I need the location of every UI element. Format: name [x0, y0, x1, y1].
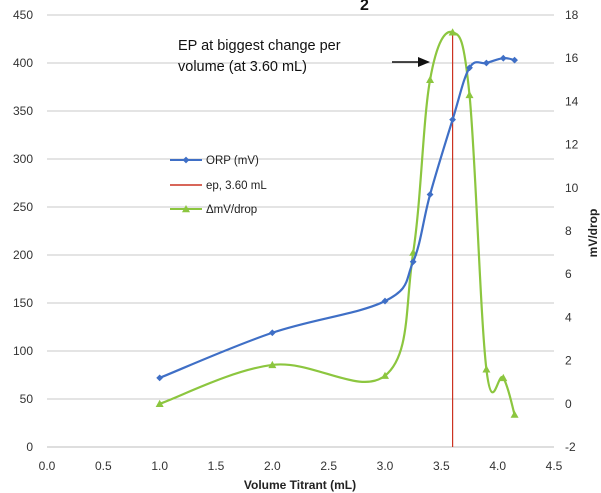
- orp-series-point: [483, 59, 490, 67]
- x-tick-label: 0.5: [95, 459, 112, 473]
- right-y-tick-label: 18: [565, 8, 579, 22]
- gridlines: [47, 14, 554, 400]
- left-y-tick-label: 100: [13, 344, 33, 358]
- right-y-tick-label: 8: [565, 224, 572, 238]
- delta-mv-series-point: [268, 360, 277, 369]
- delta-mv-series-point: [381, 371, 389, 379]
- x-tick-label: 1.0: [151, 459, 168, 473]
- legend-label: ep, 3.60 mL: [206, 180, 267, 192]
- legend-label: ORP (mV): [206, 155, 259, 167]
- x-tick-label: 1.5: [208, 459, 225, 473]
- left-y-axis-ticks: 0 50 100 150 200 250 300 350 400 450: [13, 8, 33, 454]
- right-y-tick-label: 4: [565, 310, 572, 324]
- left-y-tick-label: 50: [20, 392, 34, 406]
- orp-series-point: [449, 116, 456, 124]
- ep-annotation-line-2: volume (at 3.60 mL): [178, 59, 307, 75]
- legend-swatch-marker: [182, 205, 190, 213]
- delta-mv-series-point: [426, 75, 435, 83]
- ep-annotation: EP at biggest change per volume (at 3.60…: [178, 38, 430, 75]
- x-tick-label: 2.0: [264, 459, 281, 473]
- delta-mv-series-line: [159, 30, 516, 415]
- right-y-tick-label: 0: [565, 397, 572, 411]
- x-tick-label: 3.5: [433, 459, 450, 473]
- legend-label: ΔmV/drop: [206, 204, 257, 216]
- chart-title-fragment: 2: [360, 0, 369, 14]
- left-y-tick-label: 200: [13, 248, 33, 262]
- delta-mv-series-point: [448, 28, 457, 36]
- right-y-axis-title: mV/drop: [586, 209, 600, 258]
- delta-mv-series-point: [499, 373, 508, 382]
- legend-entry-ep-line: ep, 3.60 mL: [170, 180, 267, 192]
- orp-series-point: [466, 64, 473, 72]
- ep-annotation-line-1: EP at biggest change per: [178, 38, 341, 54]
- orp-series-point: [156, 374, 164, 382]
- orp-series: [156, 54, 518, 382]
- right-y-tick-label: 10: [565, 181, 579, 195]
- delta-mv-series-point: [465, 90, 474, 99]
- left-y-tick-label: 450: [13, 8, 33, 22]
- right-y-tick-label: 6: [565, 267, 572, 281]
- left-y-tick-label: 0: [26, 440, 33, 454]
- orp-series-point: [381, 297, 389, 305]
- left-y-tick-label: 400: [13, 56, 33, 70]
- right-y-axis-ticks: -2 0 2 4 6 8 10 12 14 16 18: [565, 8, 579, 454]
- legend-entry-orp-series: ORP (mV): [170, 155, 259, 167]
- delta-mv-series-point: [510, 410, 519, 418]
- right-y-tick-label: -2: [565, 440, 576, 454]
- right-y-tick-label: 16: [565, 51, 579, 65]
- right-y-tick-label: 14: [565, 94, 579, 108]
- legend: ORP (mV) ep, 3.60 mL ΔmV/drop: [170, 155, 267, 216]
- orp-series-point: [409, 258, 417, 266]
- delta-mv-series: [155, 28, 519, 418]
- left-y-tick-label: 350: [13, 104, 33, 118]
- right-y-tick-label: 2: [565, 354, 572, 368]
- orp-series-line: [159, 57, 515, 379]
- orp-series-point: [268, 329, 276, 337]
- right-y-tick-label: 12: [565, 138, 579, 152]
- left-y-tick-label: 150: [13, 296, 33, 310]
- x-tick-label: 4.5: [546, 459, 563, 473]
- x-axis-ticks: 0.0 0.5 1.0 1.5 2.0 2.5 3.0 3.5 4.0 4.5: [39, 459, 563, 473]
- legend-swatch-marker: [182, 156, 190, 164]
- x-axis-title: Volume Titrant (mL): [244, 478, 356, 492]
- delta-mv-series-point: [155, 399, 164, 407]
- orp-series-point: [499, 54, 507, 62]
- left-y-tick-label: 300: [13, 152, 33, 166]
- orp-series-point: [426, 191, 434, 198]
- x-tick-label: 3.0: [377, 459, 394, 473]
- x-tick-label: 2.5: [320, 459, 337, 473]
- ep-annotation-arrow-head: [418, 57, 430, 67]
- delta-mv-series-point: [482, 365, 491, 373]
- legend-entry-delta-mv-series: ΔmV/drop: [170, 204, 257, 216]
- left-y-tick-label: 250: [13, 200, 33, 214]
- x-tick-label: 4.0: [489, 459, 506, 473]
- orp-series-point: [511, 56, 518, 64]
- x-tick-label: 0.0: [39, 459, 56, 473]
- series-layer: [155, 28, 519, 447]
